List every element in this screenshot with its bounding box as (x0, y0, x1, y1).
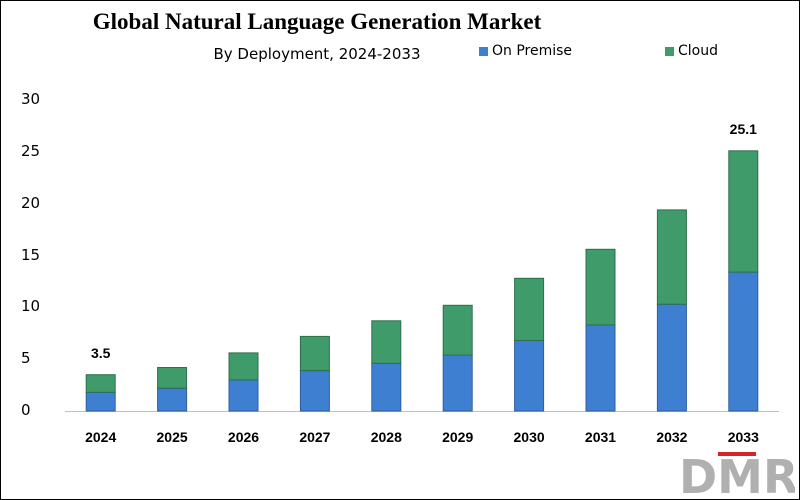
bar-cloud-2033 (728, 150, 759, 273)
legend-label-on-premise: On Premise (492, 43, 573, 59)
y-tick-label: 20 (21, 193, 41, 212)
bar-cloud-2032 (656, 209, 687, 305)
x-tick-label: 2027 (299, 429, 331, 445)
legend-swatch-on-premise (479, 46, 488, 56)
bar-cloud-2025 (157, 367, 188, 389)
dmr-logo: DMR (679, 450, 795, 499)
bar-on-premise-2030 (514, 340, 545, 412)
bar-on-premise-2025 (157, 387, 188, 412)
x-tick-label: 2031 (584, 429, 617, 445)
data-label-2024: 3.5 (90, 344, 111, 361)
legend-label-cloud: Cloud (678, 43, 718, 59)
x-tick-label: 2025 (156, 429, 188, 445)
legend-item-on-premise: On Premise (479, 43, 572, 59)
y-tick-label: 30 (21, 90, 41, 108)
bar-cloud-2029 (442, 304, 473, 356)
x-tick-label: 2033 (727, 429, 759, 445)
y-tick-label: 10 (21, 297, 41, 316)
bar-on-premise-2032 (656, 303, 687, 412)
bar-on-premise-2031 (585, 324, 616, 412)
bar-cloud-2027 (299, 335, 330, 372)
x-tick-label: 2029 (442, 429, 474, 445)
chart-subtitle: By Deployment, 2024-2033 (213, 45, 421, 63)
legend-item-cloud: Cloud (665, 43, 718, 59)
y-tick-label: 25 (21, 141, 41, 160)
bar-cloud-2026 (228, 352, 259, 381)
y-tick-label: 0 (21, 401, 31, 419)
bar-cloud-2030 (514, 277, 545, 341)
bar-on-premise-2028 (371, 362, 402, 412)
legend-swatch-cloud (665, 46, 674, 56)
bar-on-premise-2027 (299, 370, 330, 412)
bar-on-premise-2026 (228, 379, 259, 412)
logo-text: DMR (679, 450, 795, 499)
bar-cloud-2024 (85, 374, 116, 393)
x-tick-label: 2030 (513, 429, 545, 445)
bar-on-premise-2033 (728, 271, 759, 412)
bar-cloud-2031 (585, 248, 616, 326)
y-tick-label: 15 (21, 245, 41, 264)
bar-on-premise-2024 (85, 391, 116, 412)
y-tick-label: 5 (21, 349, 31, 368)
bar-cloud-2028 (371, 320, 402, 364)
data-label-2033: 25.1 (729, 120, 757, 137)
x-tick-label: 2032 (656, 429, 688, 445)
x-tick-label: 2024 (85, 429, 117, 445)
chart-title: Global Natural Language Generation Marke… (92, 9, 542, 34)
logo-accent (718, 452, 756, 456)
chart-legend: On Premise Cloud (479, 43, 759, 65)
bar-on-premise-2029 (442, 354, 473, 412)
x-tick-label: 2028 (370, 429, 402, 445)
x-tick-label: 2026 (227, 429, 260, 445)
